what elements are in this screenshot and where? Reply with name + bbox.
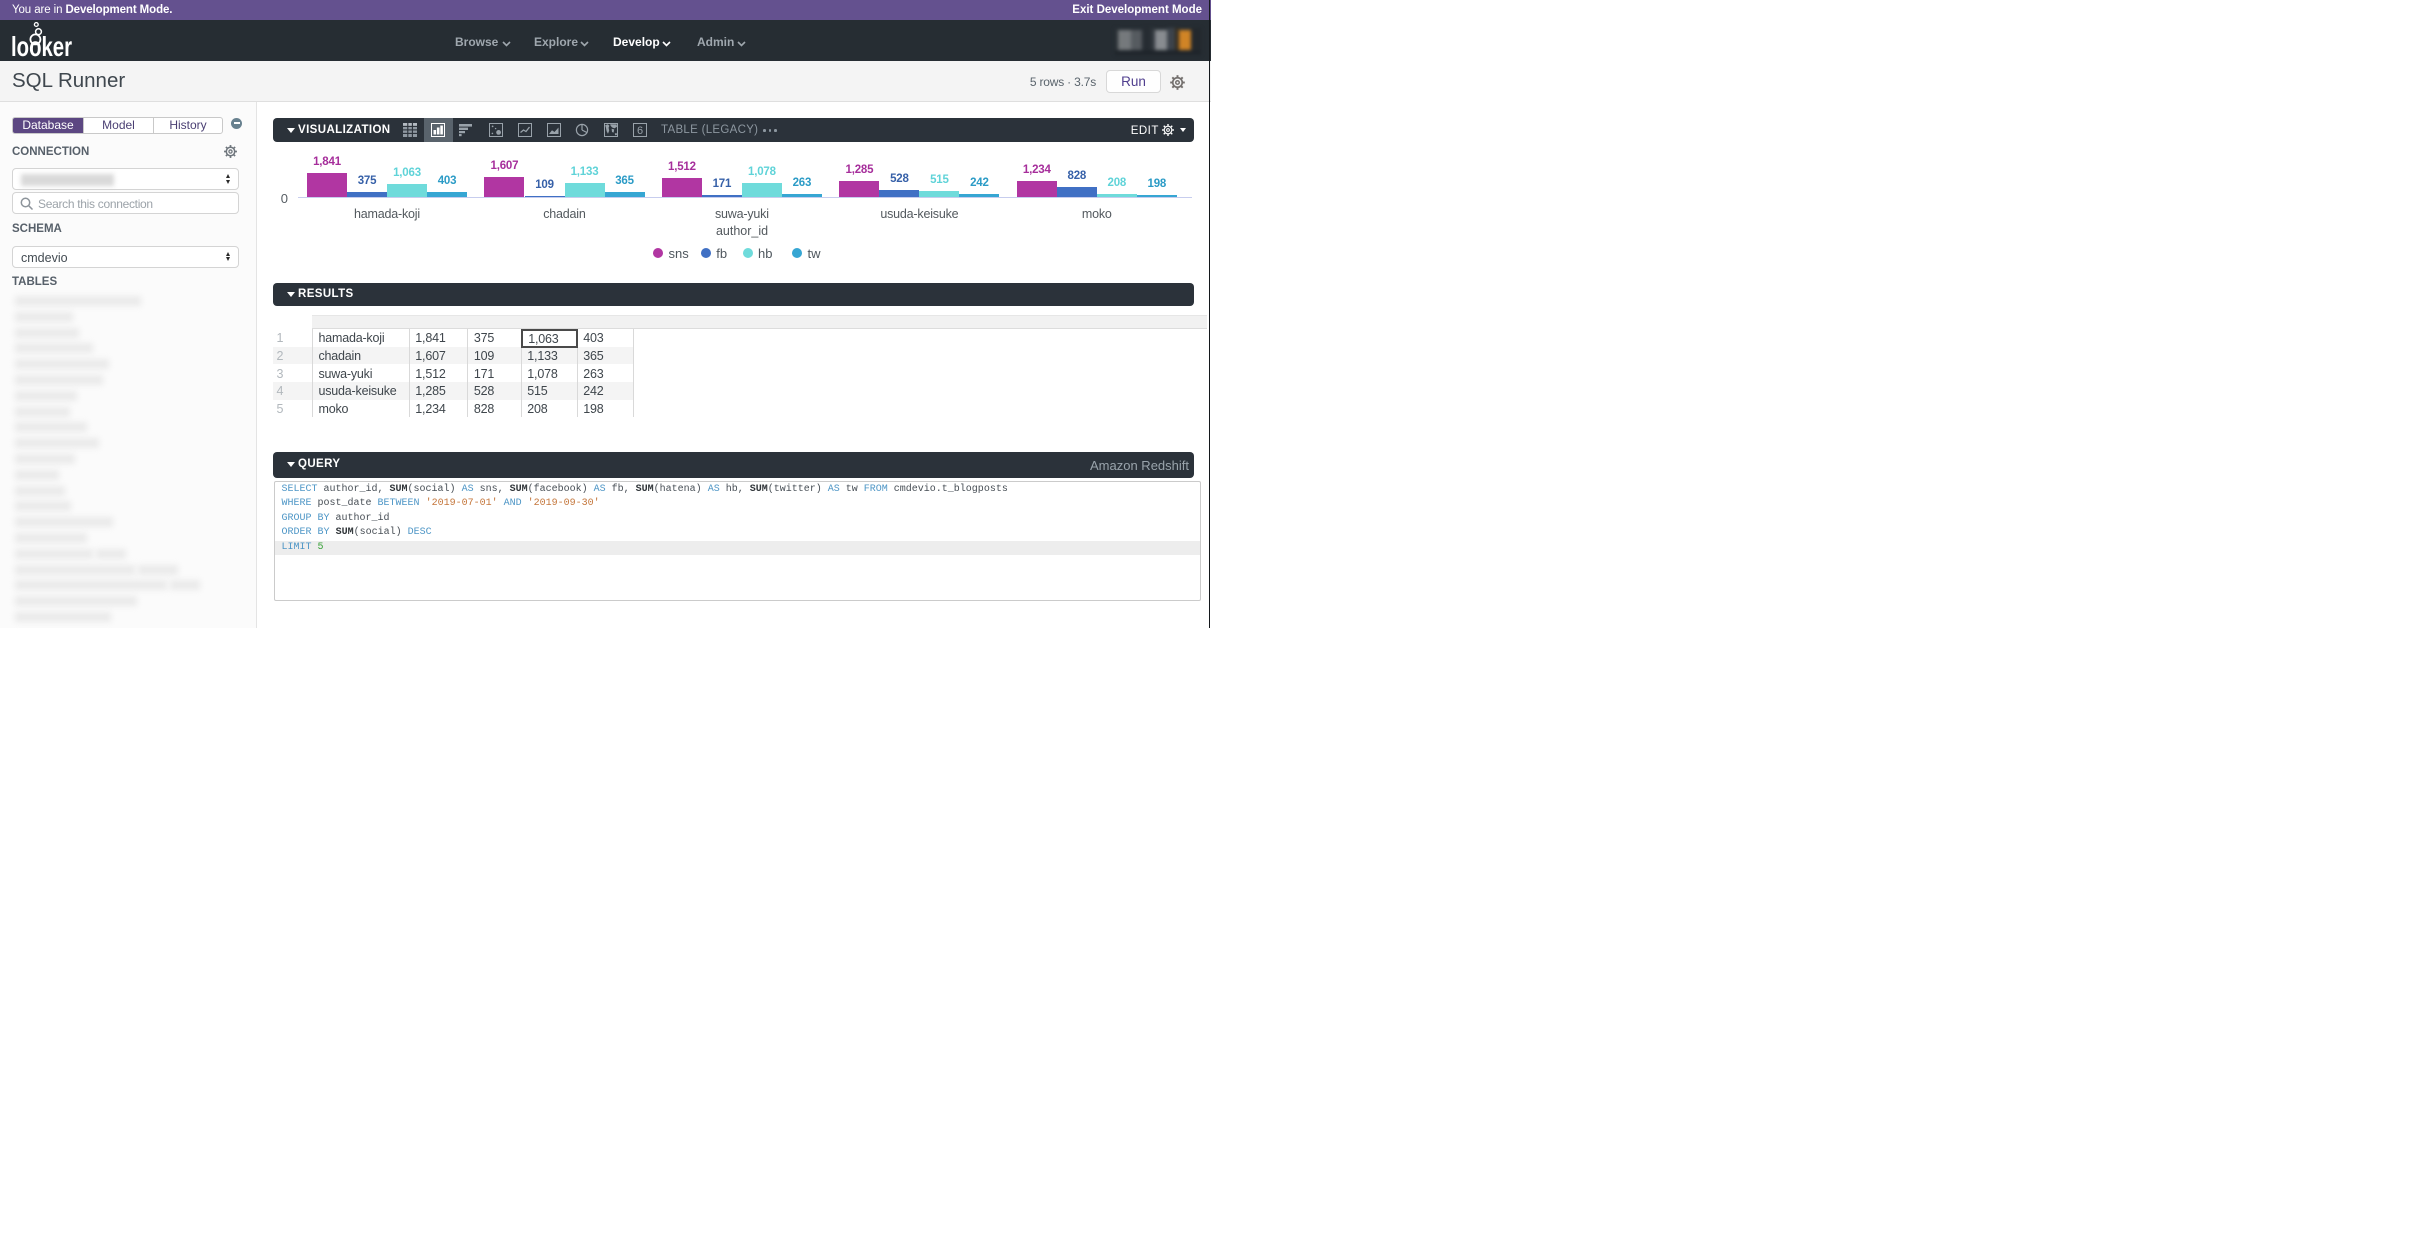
- svg-text:6: 6: [637, 125, 643, 137]
- svg-text:looker: looker: [11, 31, 72, 61]
